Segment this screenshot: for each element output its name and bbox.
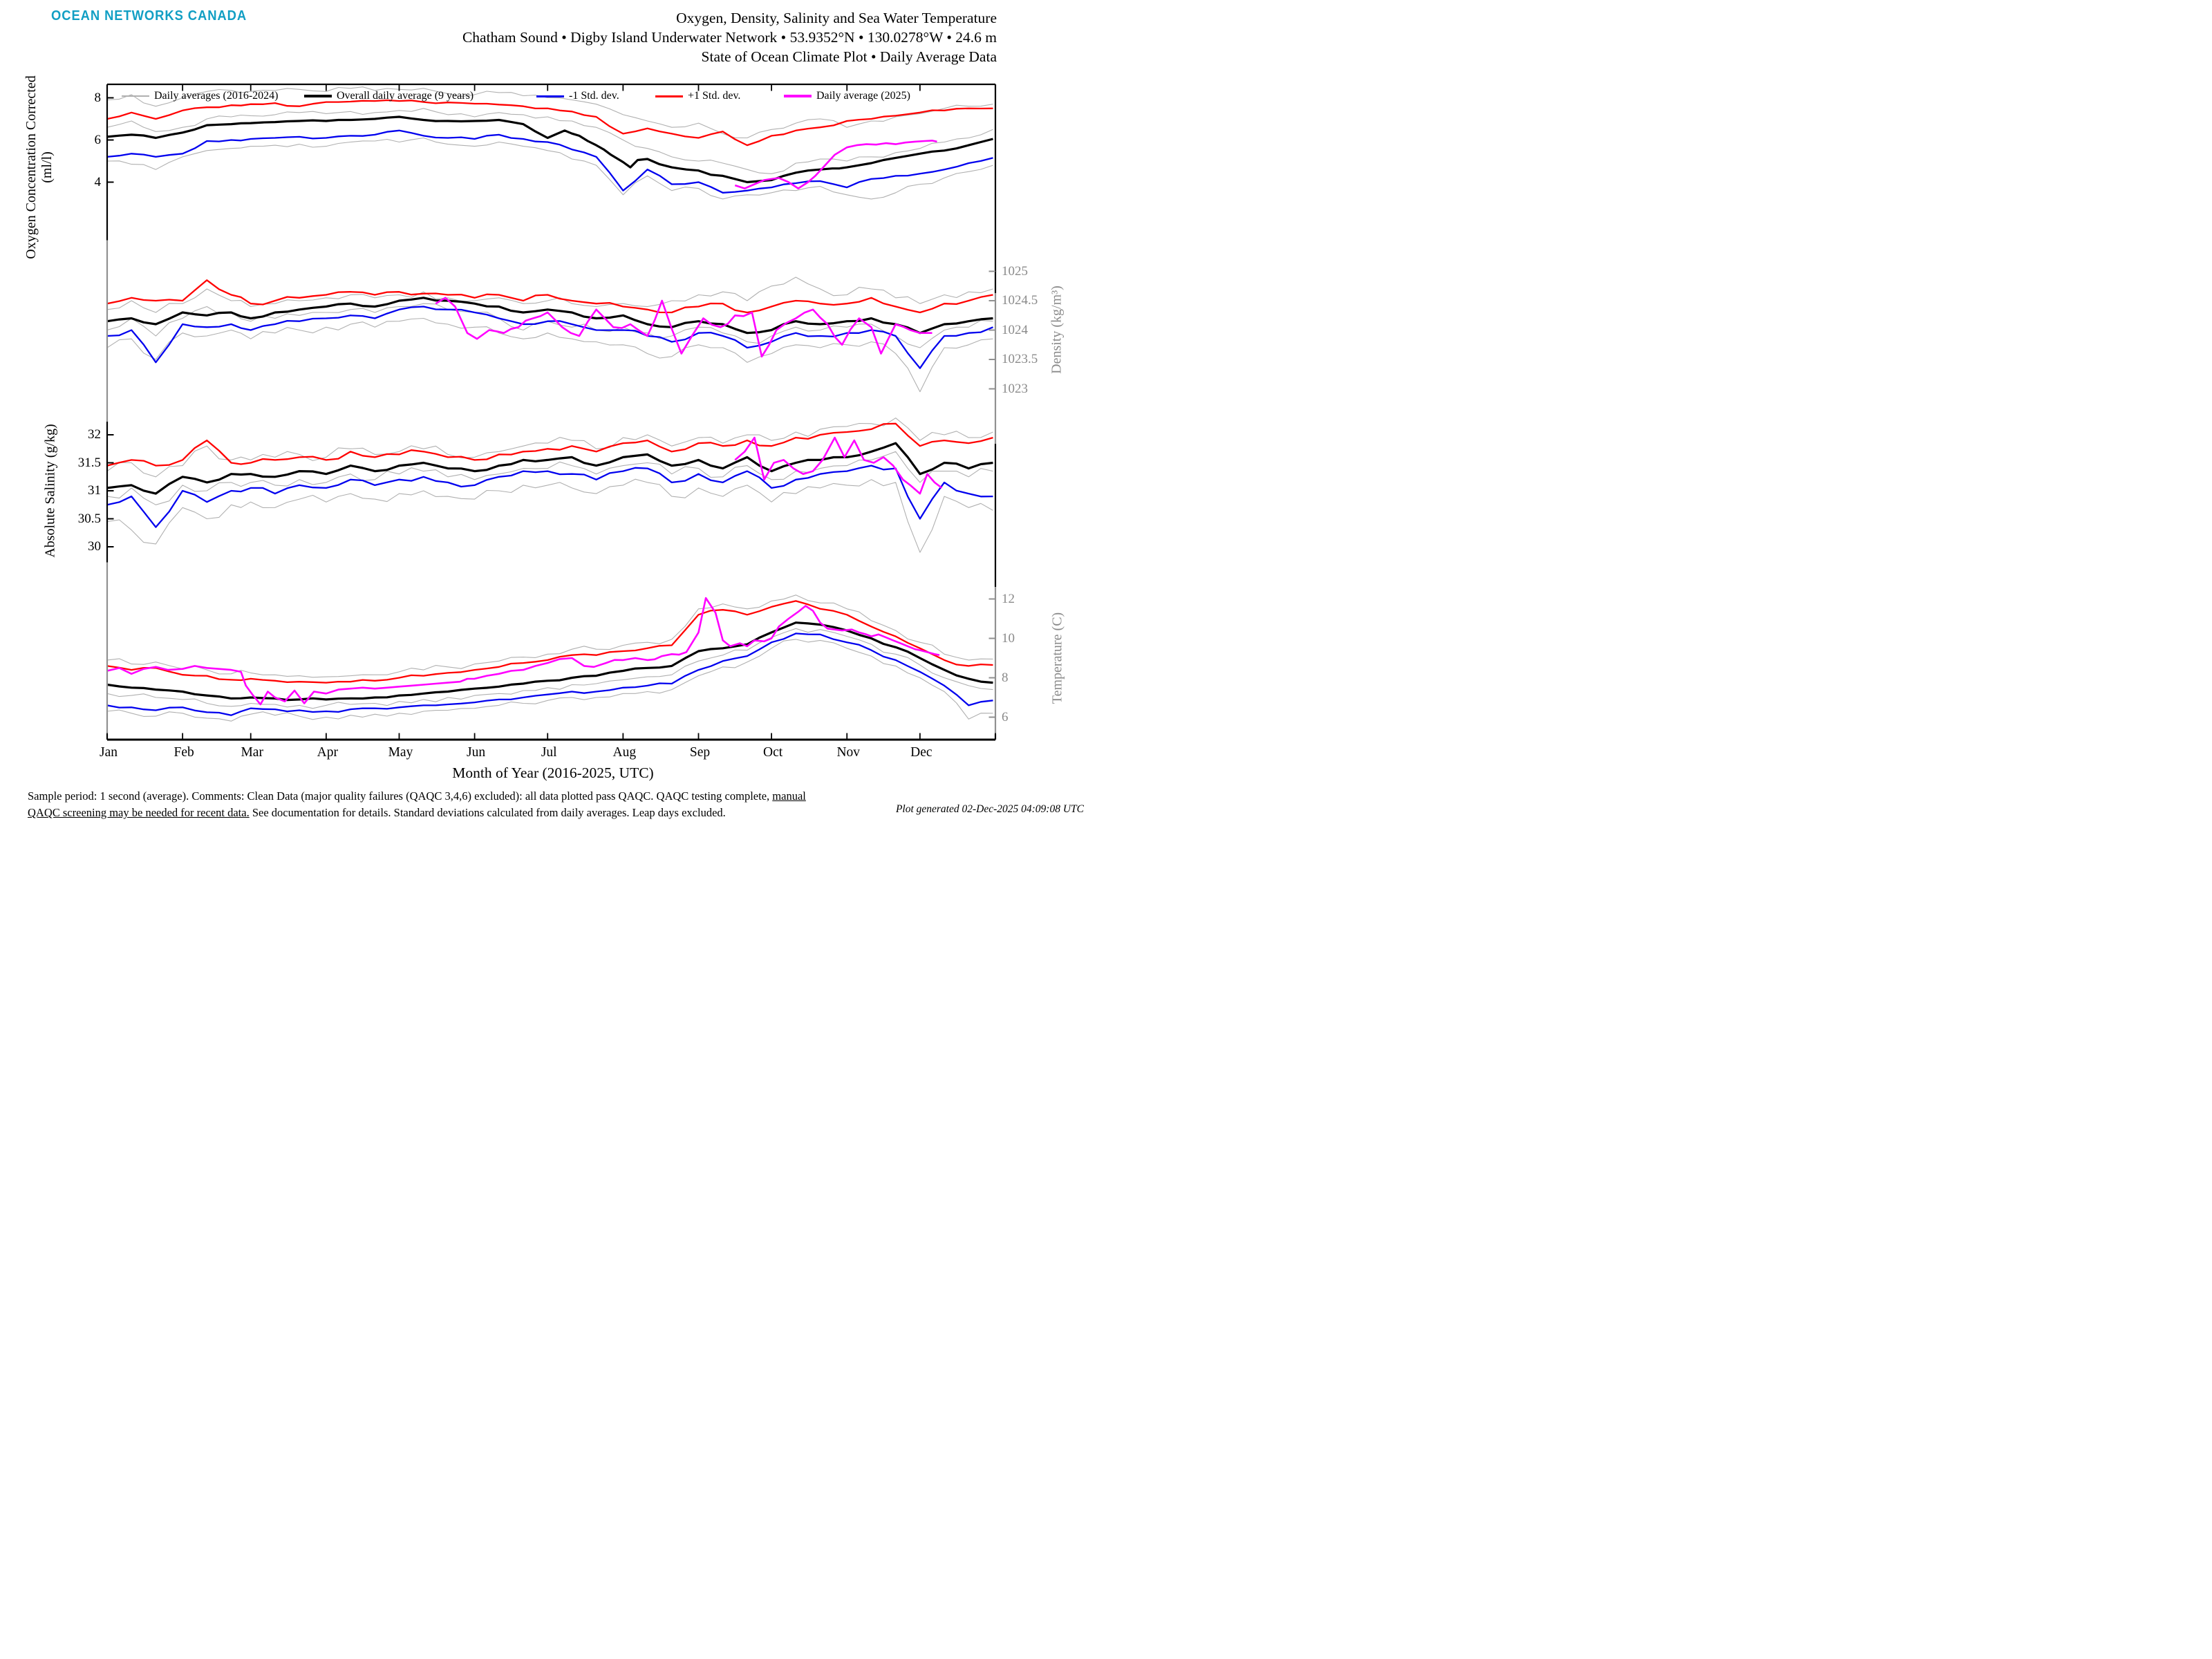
legend-label-gray: Daily averages (2016-2024) (154, 90, 279, 102)
temperature-y2025-line (107, 597, 940, 706)
oxygen-mean-line (107, 115, 993, 184)
soc-plot-page: OCEAN NETWORKS CANADA Oxygen, Density, S… (0, 0, 1106, 830)
density-gray-line (107, 276, 993, 313)
density-plus1-line (107, 279, 993, 314)
footer-line2: QAQC screening may be needed for recent … (28, 806, 726, 819)
footer-line1: Sample period: 1 second (average). Comme… (28, 789, 806, 803)
oxygen-gray-line (107, 137, 993, 200)
legend-label-plus1: +1 Std. dev. (688, 90, 741, 102)
temperature-gray-line (107, 594, 993, 678)
ocean-networks-canada-logo: OCEAN NETWORKS CANADA (51, 8, 247, 24)
salinity-gray-line (107, 451, 993, 505)
oxygen-gray-line (107, 108, 993, 174)
oxygen-gray-line (107, 86, 993, 139)
legend-label-minus1: -1 Std. dev. (569, 90, 619, 102)
legend-swatch-gray (122, 95, 149, 97)
legend-item-gray: Daily averages (2016-2024) (122, 90, 279, 102)
plot-generated-note: Plot generated 02-Dec-2025 04:09:08 UTC (895, 803, 1084, 815)
legend-swatch-mean (304, 94, 332, 98)
temperature-plus1-line (107, 600, 993, 684)
legend-swatch-y2025 (784, 95, 812, 97)
legend-label-y2025: Daily average (2025) (816, 90, 910, 102)
legend-swatch-plus1 (655, 95, 683, 97)
salinity-minus1-line (107, 465, 993, 528)
legend-item-minus1: -1 Std. dev. (536, 90, 619, 102)
density-y2025-line (435, 297, 932, 358)
salinity-gray-line (107, 418, 993, 478)
temperature-minus1-line (107, 632, 993, 716)
oxygen-plus1-line (107, 99, 993, 147)
density-gray-line (107, 317, 993, 393)
temperature-gray-line (107, 639, 993, 722)
salinity-y2025-line (734, 436, 943, 495)
salinity-mean-line (107, 442, 993, 495)
plot-title-line1: Oxygen, Density, Salinity and Sea Water … (676, 10, 997, 26)
oxygen-minus1-line (107, 129, 993, 194)
legend-item-y2025: Daily average (2025) (784, 90, 910, 102)
legend-item-plus1: +1 Std. dev. (655, 90, 740, 102)
plot-title-line3: State of Ocean Climate Plot • Daily Aver… (701, 48, 997, 65)
temperature-gray-line (107, 628, 993, 709)
density-minus1-line (107, 306, 993, 369)
density-mean-line (107, 297, 993, 335)
legend-swatch-minus1 (536, 95, 564, 97)
salinity-plus1-line (107, 422, 993, 467)
oxygen-y2025-line (734, 140, 937, 189)
chart-canvas (106, 83, 997, 741)
series-group (107, 86, 993, 722)
salinity-gray-line (107, 478, 993, 553)
legend-item-mean: Overall daily average (9 years) (304, 90, 474, 102)
plot-title-line2: Chatham Sound • Digby Island Underwater … (462, 29, 997, 46)
legend-label-mean: Overall daily average (9 years) (337, 90, 474, 102)
